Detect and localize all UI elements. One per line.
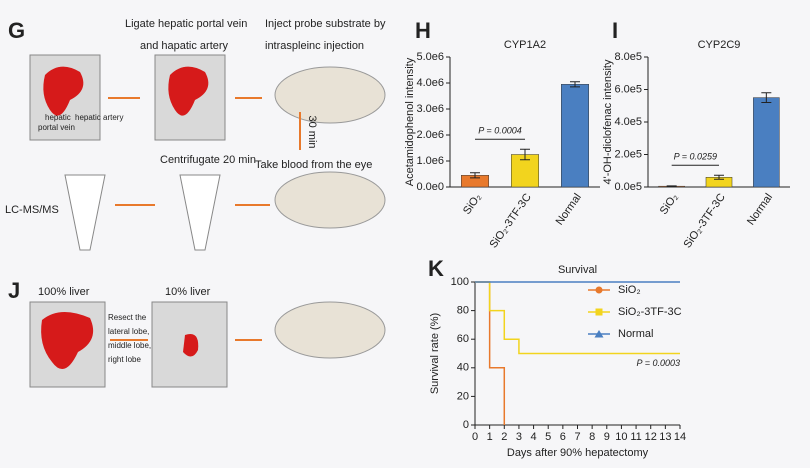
y-tick-label: 20 [457,390,469,402]
mouse [274,171,386,229]
tube [64,174,106,251]
error-bar [761,92,772,103]
step-text: LC-MS/MS [5,204,59,216]
x-tick-label: 9 [604,431,610,443]
y-tick-label: 1.0e6 [416,155,444,167]
y-axis-label: 4'-OH-diclofenac intensity [602,59,614,184]
x-tick-label: 3 [516,431,522,443]
error-bar [570,81,580,88]
legend-label: Normal [618,328,653,340]
label: 100% liver [38,286,90,298]
panel-letter: G [8,18,25,43]
survival-line [475,281,680,355]
chart-title: CYP2C9 [698,39,741,51]
y-axis-label: Acetamidophenol intensity [404,57,416,186]
annotation: P = 0.0004 [478,126,521,136]
mouse [274,66,386,124]
liver [168,66,209,116]
panel-letter: J [8,278,20,303]
x-axis-label: Days after 90% hepatectomy [507,447,649,459]
y-tick-label: 6.0e5 [614,83,642,95]
step-text: Centrifugate 20 min [160,154,256,166]
liver [43,66,84,116]
step-text: 30 min [306,115,318,148]
label: portal vein [38,123,75,132]
y-tick-label: 5.0e6 [416,51,444,63]
y-tick-label: 8.0e5 [614,51,642,63]
x-tick-label: 7 [574,431,580,443]
legend-label: SiO₂-3TF-3C [618,306,682,318]
resect-text: middle lobe, [108,341,151,350]
chart-title: Survival [558,264,597,276]
y-tick-label: 80 [457,305,469,317]
x-tick-label: 2 [501,431,507,443]
panel-letter: H [415,18,431,43]
step-text: Take blood from the eye [255,159,372,171]
x-tick-label: 11 [630,431,641,443]
step-text: Inject probe substrate by [265,18,386,30]
y-tick-label: 0 [463,419,469,431]
legend-label: SiO₂ [618,284,641,296]
label: hepatic artery [75,113,123,122]
x-tick-label: 8 [589,431,595,443]
label: 10% liver [165,286,211,298]
x-tick-label: 12 [645,431,657,443]
liver [183,334,199,357]
y-tick-label: 2.0e6 [416,129,444,141]
resect-text: right lobe [108,355,141,364]
error-bar [470,172,480,179]
x-tick-label: 6 [560,431,566,443]
resect-text: Resect the [108,313,147,322]
step-text: Ligate hepatic portal vein [125,18,247,30]
tube [179,174,221,251]
resect-text: lateral lobe, [108,327,149,336]
y-tick-label: 0.0e5 [614,181,642,193]
x-tick-label: 0 [472,431,478,443]
annotation: P = 0.0003 [637,358,680,368]
panel-letter: K [428,256,444,281]
x-tick-label: 14 [674,431,686,443]
y-tick-label: 3.0e6 [416,103,444,115]
liver [41,311,94,370]
label: hepatic [45,113,71,122]
error-bar [666,185,677,188]
x-tick-label: 4 [531,431,537,443]
y-tick-label: 4.0e5 [614,116,642,128]
x-tick-label: 13 [659,431,671,443]
y-tick-label: 40 [457,362,469,374]
legend-marker [595,308,603,316]
y-tick-label: 0.0e0 [416,181,444,193]
error-bar [520,148,530,161]
y-tick-label: 60 [457,333,469,345]
step-text: intraspleinc injection [265,40,364,52]
chart-title: CYP1A2 [504,39,546,51]
legend-marker [594,330,604,338]
y-tick-label: 100 [451,276,469,288]
y-tick-label: 4.0e6 [416,77,444,89]
panel-letter: I [612,18,618,43]
mouse [274,301,386,359]
y-axis-label: Survival rate (%) [429,313,441,394]
legend-marker [595,286,603,294]
x-tick-label: 5 [545,431,551,443]
x-tick-label: 10 [615,431,627,443]
error-bar [714,174,724,180]
annotation: P = 0.0259 [674,152,717,162]
x-tick-label: 1 [487,431,493,443]
bar [561,84,589,188]
y-tick-label: 2.0e5 [614,148,642,160]
step-text: and hapatic artery [140,40,229,52]
bar [753,97,780,188]
